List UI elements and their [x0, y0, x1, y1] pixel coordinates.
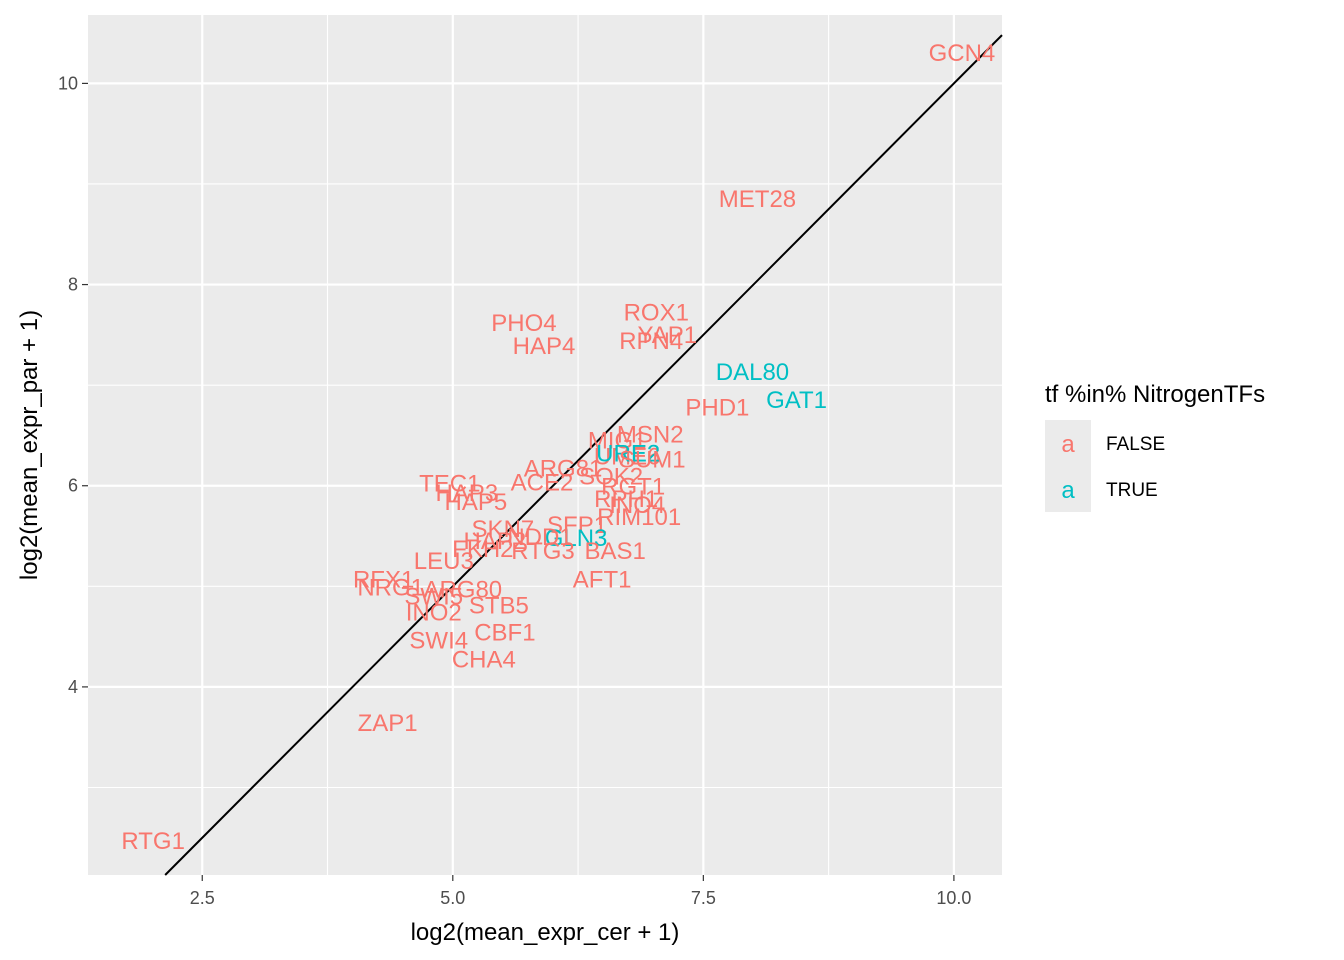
legend-key	[1045, 466, 1091, 512]
point-label: HAP5	[444, 489, 507, 516]
point-label: SWI4	[409, 628, 468, 655]
point-label: UME6	[594, 444, 661, 471]
point-label: RPN4	[619, 328, 683, 355]
point-label: BAS1	[584, 538, 645, 565]
point-label: DAL80	[716, 359, 789, 386]
x-axis-title: log2(mean_expr_cer + 1)	[411, 919, 680, 946]
legend-title: tf %in% NitrogenTFs	[1045, 381, 1265, 408]
point-label: MIG1	[588, 427, 647, 454]
point-label: CHA4	[452, 647, 516, 674]
point-label: MET28	[719, 186, 796, 213]
point-label: SUM1	[619, 447, 686, 474]
plot-panel	[88, 15, 1002, 875]
point-label: FKH2	[452, 536, 513, 563]
point-label: PHD1	[685, 394, 749, 421]
legend-entry-label: TRUE	[1106, 480, 1158, 501]
point-label: YAP1	[637, 322, 697, 349]
legend-key-glyph: a	[1061, 477, 1075, 504]
x-tick-label: 7.5	[691, 888, 716, 908]
legend-key-glyph: a	[1061, 431, 1075, 458]
point-label: INO2	[406, 599, 462, 626]
point-label: ACE2	[511, 470, 574, 497]
point-label: RFX1	[353, 566, 414, 593]
y-axis-title: log2(mean_expr_par + 1)	[16, 310, 43, 580]
x-tick-label: 5.0	[440, 888, 465, 908]
point-label: URE2	[596, 441, 660, 468]
point-label: NRG1	[357, 574, 424, 601]
x-tick-label: 10.0	[936, 888, 971, 908]
point-label: LEU3	[414, 548, 474, 575]
point-label: ARG80	[423, 576, 502, 603]
major-gridlines	[88, 15, 1002, 875]
point-label: CBF1	[474, 620, 535, 647]
minor-gridlines	[88, 15, 1002, 875]
point-label: SOK2	[579, 464, 643, 491]
legend-key	[1045, 420, 1091, 466]
point-label: RGT1	[601, 474, 665, 501]
point-label: RTG1	[121, 828, 185, 855]
point-label: ROX1	[624, 300, 689, 327]
point-label: INO4	[609, 492, 665, 519]
point-label: RTG3	[511, 538, 575, 565]
x-tick-label: 2.5	[190, 888, 215, 908]
point-label: PHO4	[491, 310, 556, 337]
point-label: TEC1	[419, 471, 480, 498]
point-label: STB5	[469, 592, 529, 619]
point-label: ARG81	[524, 456, 603, 483]
identity-reference-line	[164, 34, 1003, 876]
point-label: MSN2	[617, 421, 684, 448]
point-label: NDD1	[507, 524, 572, 551]
y-tick-label: 10	[58, 73, 78, 93]
legend-entry-label: FALSE	[1106, 434, 1165, 455]
legend-entries: a FALSE a TRUE	[1045, 420, 1165, 512]
point-label: HAP2	[464, 528, 527, 555]
point-label: HAP4	[513, 333, 576, 360]
y-tick-label: 6	[68, 476, 78, 496]
point-label: RPH1	[594, 486, 658, 513]
point-label: RIM101	[597, 504, 681, 531]
x-axis: 2.5 5.0 7.5 10.0	[190, 875, 971, 908]
point-label: GCN4	[929, 40, 996, 67]
legend: tf %in% NitrogenTFs a FALSE a TRUE	[1045, 381, 1265, 512]
point-label: GAT1	[766, 387, 827, 414]
y-axis: 4 6 8 10	[58, 73, 88, 697]
reference-line-layer	[164, 34, 1003, 876]
point-label: AFT1	[573, 566, 632, 593]
point-label: HAP3	[435, 480, 498, 507]
point-label: ZAP1	[358, 710, 418, 737]
point-label: GLN3	[545, 525, 608, 552]
point-label: SWI5	[404, 583, 463, 610]
y-tick-label: 8	[68, 275, 78, 295]
y-tick-label: 4	[68, 677, 78, 697]
point-label: SFP1	[547, 512, 607, 539]
point-label: SKN7	[472, 516, 535, 543]
